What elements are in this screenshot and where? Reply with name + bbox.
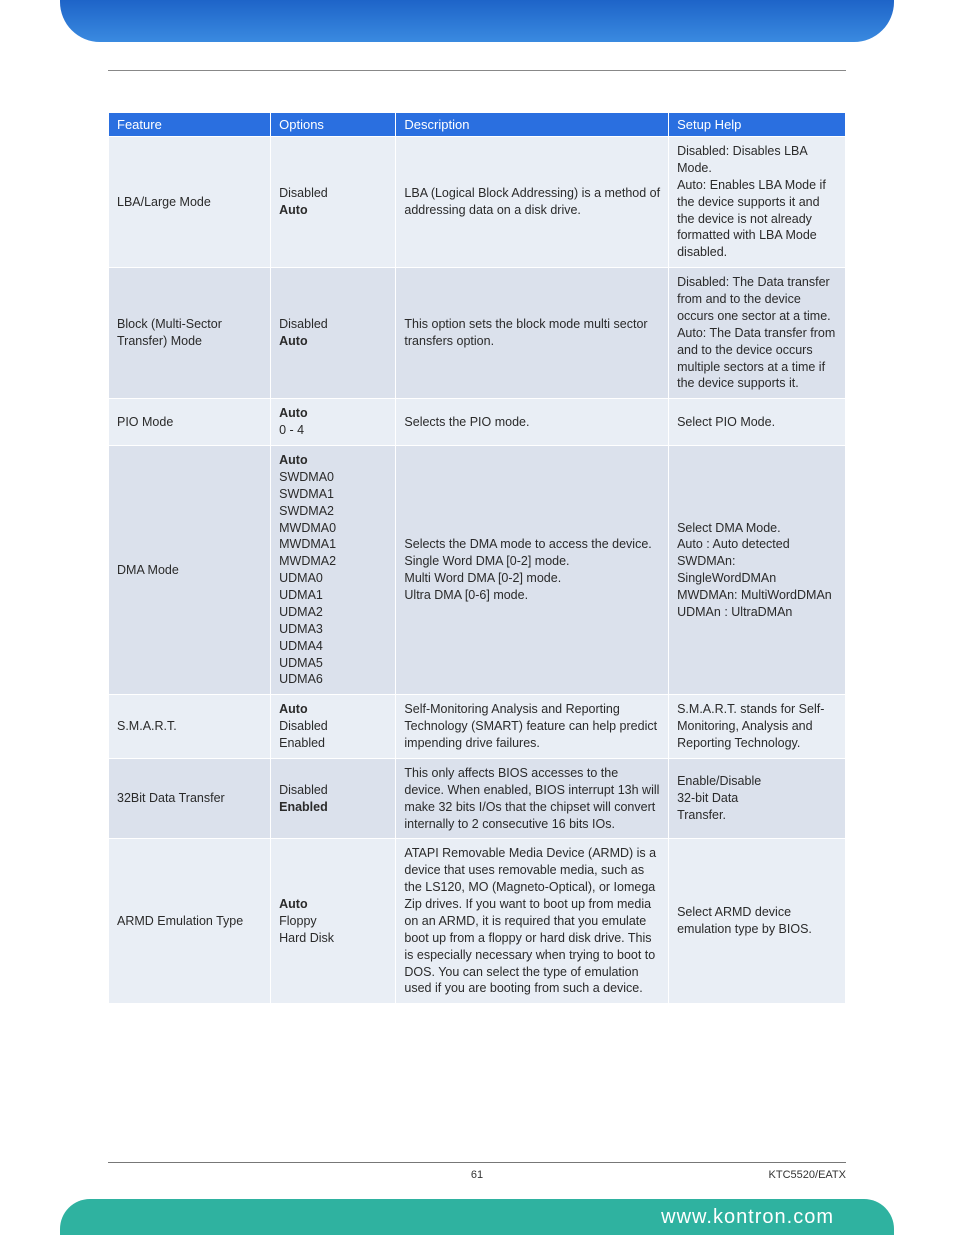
bios-options-table: Feature Options Description Setup Help L… [108,112,846,1004]
table-row: ARMD Emulation Type Auto Floppy Hard Disk AT… [109,839,846,1004]
table-row: DMA Mode Auto SWDMA0 SWDMA1 SWDMA2 MWDMA0 MWDM… [109,446,846,695]
cell-feature: S.M.A.R.T. [109,695,271,759]
footer-bar: www.kontron.com [60,1199,894,1235]
cell-description: LBA (Logical Block Addressing) is a meth… [396,137,669,268]
cell-description: Selects the DMA mode to access the devic… [396,446,669,695]
table-row: S.M.A.R.T. Auto Disabled Enabled Self-Monito… [109,695,846,759]
cell-feature: LBA/Large Mode [109,137,271,268]
page: Feature Options Description Setup Help L… [0,0,954,1235]
option-value: Disabled [279,186,328,200]
table-header-row: Feature Options Description Setup Help [109,113,846,137]
table-body: LBA/Large Mode Disabled Auto LBA (Logical B… [109,137,846,1004]
table-row: Block (Multi-Sector Transfer) ModeDisabl… [109,268,846,399]
option-value: MWDMA0 [279,521,336,535]
col-header-description: Description [396,113,669,137]
cell-description: Self-Monitoring Analysis and Reporting T… [396,695,669,759]
option-value: Disabled [279,719,328,733]
option-value: Auto [279,702,307,716]
cell-feature: Block (Multi-Sector Transfer) Mode [109,268,271,399]
option-value: Auto [279,334,307,348]
option-value: UDMA3 [279,622,323,636]
option-value: Auto [279,453,307,467]
bios-table-wrap: Feature Options Description Setup Help L… [108,112,846,1004]
option-value: Floppy [279,914,317,928]
table-row: PIO Mode Auto 0 - 4 Selects the PIO mode.Se… [109,399,846,446]
cell-options: Auto SWDMA0 SWDMA1 SWDMA2 MWDMA0 MWDMA1 MWDMA2… [271,446,396,695]
cell-description: This option sets the block mode multi se… [396,268,669,399]
cell-setup-help: Disabled: Disables LBA Mode.Auto: Enable… [669,137,846,268]
option-value: Auto [279,203,307,217]
option-value: UDMA5 [279,656,323,670]
option-value: Disabled [279,783,328,797]
footer-url: www.kontron.com [661,1206,834,1229]
cell-setup-help: Enable/Disable32-bit DataTransfer. [669,758,846,839]
table-row: LBA/Large Mode Disabled Auto LBA (Logical B… [109,137,846,268]
option-value: UDMA1 [279,588,323,602]
document-id: KTC5520/EATX [769,1169,846,1181]
cell-setup-help: Select ARMD device emulation type by BIO… [669,839,846,1004]
option-value: 0 - 4 [279,423,304,437]
option-value: Auto [279,406,307,420]
cell-options: Auto Floppy Hard Disk [271,839,396,1004]
option-value: Enabled [279,800,328,814]
cell-description: Selects the PIO mode. [396,399,669,446]
option-value: MWDMA2 [279,554,336,568]
option-value: Disabled [279,317,328,331]
option-value: UDMA2 [279,605,323,619]
cell-setup-help: Disabled: The Data transfer from and to … [669,268,846,399]
col-header-setup-help: Setup Help [669,113,846,137]
cell-options: Auto Disabled Enabled [271,695,396,759]
option-value: UDMA4 [279,639,323,653]
cell-setup-help: Select PIO Mode. [669,399,846,446]
cell-feature: 32Bit Data Transfer [109,758,271,839]
option-value: MWDMA1 [279,537,336,551]
cell-setup-help: S.M.A.R.T. stands for Self-Monitoring, A… [669,695,846,759]
option-value: SWDMA0 [279,470,334,484]
cell-options: Disabled Auto [271,268,396,399]
cell-description: ATAPI Removable Media Device (ARMD) is a… [396,839,669,1004]
table-row: 32Bit Data Transfer Disabled Enabled This o… [109,758,846,839]
cell-options: Disabled Auto [271,137,396,268]
option-value: Enabled [279,736,325,750]
option-value: SWDMA1 [279,487,334,501]
cell-options: Auto 0 - 4 [271,399,396,446]
header-tab [60,0,894,42]
option-value: Auto [279,897,307,911]
rule-bottom [108,1162,846,1163]
cell-feature: PIO Mode [109,399,271,446]
cell-setup-help: Select DMA Mode.Auto : Auto detectedSWDM… [669,446,846,695]
cell-options: Disabled Enabled [271,758,396,839]
cell-feature: ARMD Emulation Type [109,839,271,1004]
rule-top [108,70,846,71]
option-value: Hard Disk [279,931,334,945]
option-value: SWDMA2 [279,504,334,518]
option-value: UDMA6 [279,672,323,686]
cell-description: This only affects BIOS accesses to the d… [396,758,669,839]
col-header-feature: Feature [109,113,271,137]
option-value: UDMA0 [279,571,323,585]
col-header-options: Options [271,113,396,137]
cell-feature: DMA Mode [109,446,271,695]
